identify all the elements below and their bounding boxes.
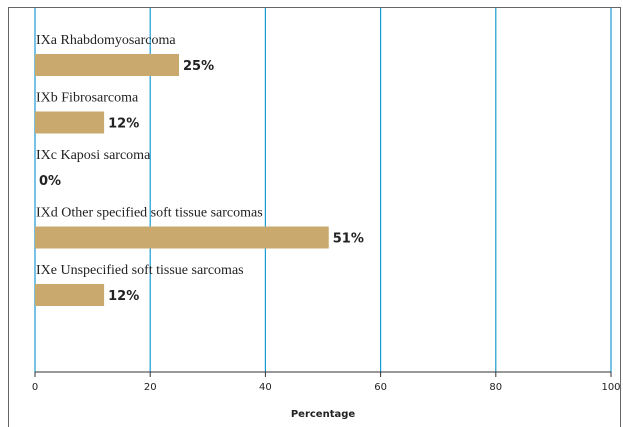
bar (35, 54, 179, 76)
x-tick-label: 20 (144, 382, 157, 393)
x-tick-label: 80 (489, 382, 502, 393)
frame (8, 7, 621, 427)
value-label: 25% (183, 59, 214, 74)
value-label: 12% (108, 117, 139, 132)
value-label: 51% (333, 232, 364, 247)
category-label: IXc Kaposi sarcoma (36, 148, 151, 163)
category-label: IXe Unspecified soft tissue sarcomas (36, 263, 244, 278)
category-label: IXa Rhabdomyosarcoma (36, 33, 176, 48)
x-axis-title: Percentage (291, 409, 356, 420)
category-label: IXd Other specified soft tissue sarcomas (36, 206, 263, 221)
value-label: 0% (39, 174, 61, 189)
x-tick-label: 100 (601, 382, 620, 393)
x-tick-label: 40 (259, 382, 272, 393)
x-tick-label: 60 (374, 382, 387, 393)
bar (35, 111, 105, 134)
x-tick-label: 0 (32, 382, 38, 393)
category-label: IXb Fibrosarcoma (36, 91, 139, 106)
value-label: 12% (108, 289, 139, 304)
bar (35, 226, 329, 249)
bar (35, 284, 105, 306)
